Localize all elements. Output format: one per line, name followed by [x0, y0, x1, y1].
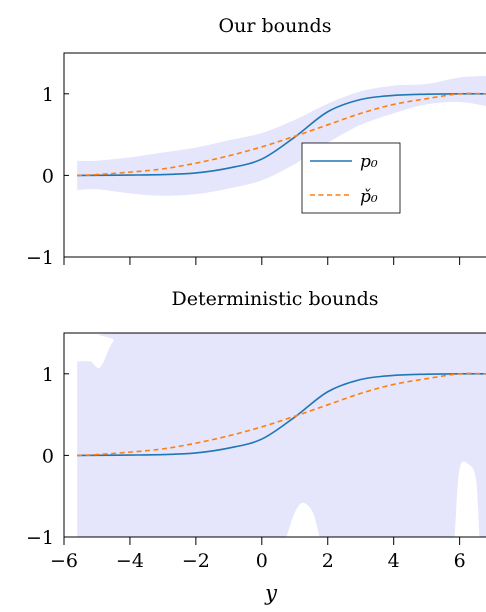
- y-tick-label: 0: [42, 165, 54, 187]
- x-axis-label: y: [264, 581, 278, 605]
- x-tick-label: 0: [256, 550, 268, 572]
- series-line-p0: [77, 92, 486, 177]
- legend-box: [301, 142, 401, 214]
- series-line-p0: [77, 372, 486, 457]
- series-line-p0-check: [77, 92, 486, 177]
- x-tick-label: 6: [454, 550, 466, 572]
- panel-deterministic-bounds: Deterministic bounds 1 0 −1 −6 −4 −2 0 2 4 6 y: [26, 288, 486, 605]
- confidence-band: [77, 333, 486, 537]
- y-tick-label: 0: [42, 445, 54, 467]
- x-tick-label: −2: [182, 550, 210, 572]
- x-tick-label: 4: [388, 550, 400, 572]
- panel-our-bounds: Our bounds 1 0 −1 p₀ p̌₀: [26, 15, 486, 269]
- x-axis: [63, 257, 461, 265]
- axes-frame: [63, 332, 486, 538]
- y-tick-label: −1: [26, 247, 54, 269]
- x-tick-label: 2: [322, 550, 334, 572]
- x-axis: −6 −4 −2 0 2 4 6: [50, 537, 466, 572]
- y-axis: 1 0 −1: [26, 364, 69, 549]
- y-tick-label: 1: [42, 364, 54, 386]
- x-tick-label: −6: [50, 550, 78, 572]
- y-tick-label: 1: [42, 84, 54, 106]
- legend-label-p0: p₀: [360, 152, 378, 172]
- x-tick-label: −4: [116, 550, 144, 572]
- panel-title: Deterministic bounds: [172, 288, 379, 310]
- y-tick-label: −1: [26, 527, 54, 549]
- y-axis: 1 0 −1: [26, 84, 69, 269]
- legend-label-p0-check: p̌₀: [360, 187, 378, 207]
- axes-frame: [63, 52, 486, 258]
- legend: p₀ p̌₀: [301, 142, 401, 214]
- panel-title: Our bounds: [219, 15, 332, 37]
- series-line-p0-check: [77, 372, 486, 457]
